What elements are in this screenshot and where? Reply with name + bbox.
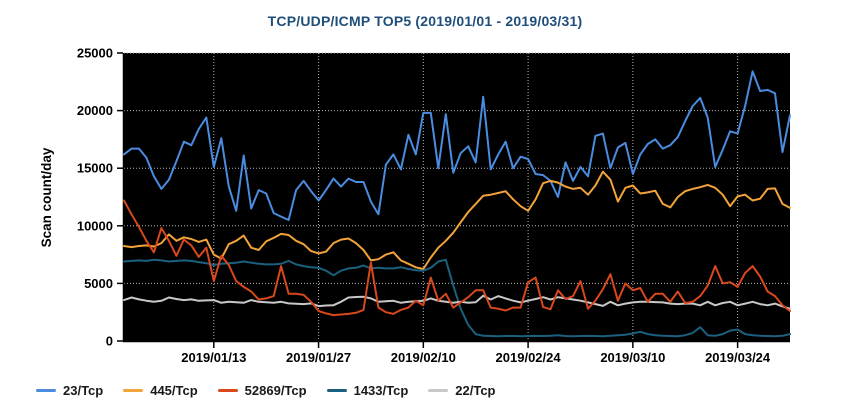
legend-item-22tcp: 22/Tcp [428,383,496,398]
y-tick-label: 25000 [77,46,113,61]
series-line-52869-tcp [123,199,791,317]
legend-label: 445/Tcp [150,383,198,398]
legend-line-swatch-icon [217,389,238,392]
legend-label: 22/Tcp [455,383,496,398]
legend-item-1433tcp: 1433/Tcp [326,383,409,398]
series-line-22-tcp [123,294,791,310]
legend-line-swatch-icon [326,389,347,392]
x-tick-label: 2019/01/27 [286,350,351,365]
y-tick-label: 10000 [77,218,113,233]
y-tick-label: 15000 [77,161,113,176]
series-line-445-tcp [123,170,791,270]
legend-label: 23/Tcp [63,383,104,398]
chart-title: TCP/UDP/ICMP TOP5 (2019/01/01 - 2019/03/… [267,13,583,29]
legend-label: 1433/Tcp [353,383,409,398]
y-tick-label: 0 [106,334,113,349]
y-tick-label: 20000 [77,103,113,118]
x-tick-label: 2019/03/10 [600,350,665,365]
legend-line-swatch-icon [428,389,449,392]
legend-item-445tcp: 445/Tcp [123,383,198,398]
y-tick-label: 5000 [84,276,113,291]
legend-item-23tcp: 23/Tcp [36,383,103,398]
x-tick-label: 2019/02/24 [496,350,562,365]
x-tick-label: 2019/03/24 [705,350,771,365]
legend-line-swatch-icon [36,389,56,392]
legend-line-swatch-icon [123,389,144,392]
series-line-23-tcp [123,70,791,221]
legend: 23/Tcp 445/Tcp 52869/Tcp 1433/Tcp 22/Tcp [36,383,496,398]
legend-label: 52869/Tcp [244,383,307,398]
x-tick-label: 2019/01/13 [181,350,246,365]
x-tick-label: 2019/02/10 [391,350,456,365]
series-line-1433-tcp [123,258,791,338]
legend-item-52869tcp: 52869/Tcp [217,383,307,398]
